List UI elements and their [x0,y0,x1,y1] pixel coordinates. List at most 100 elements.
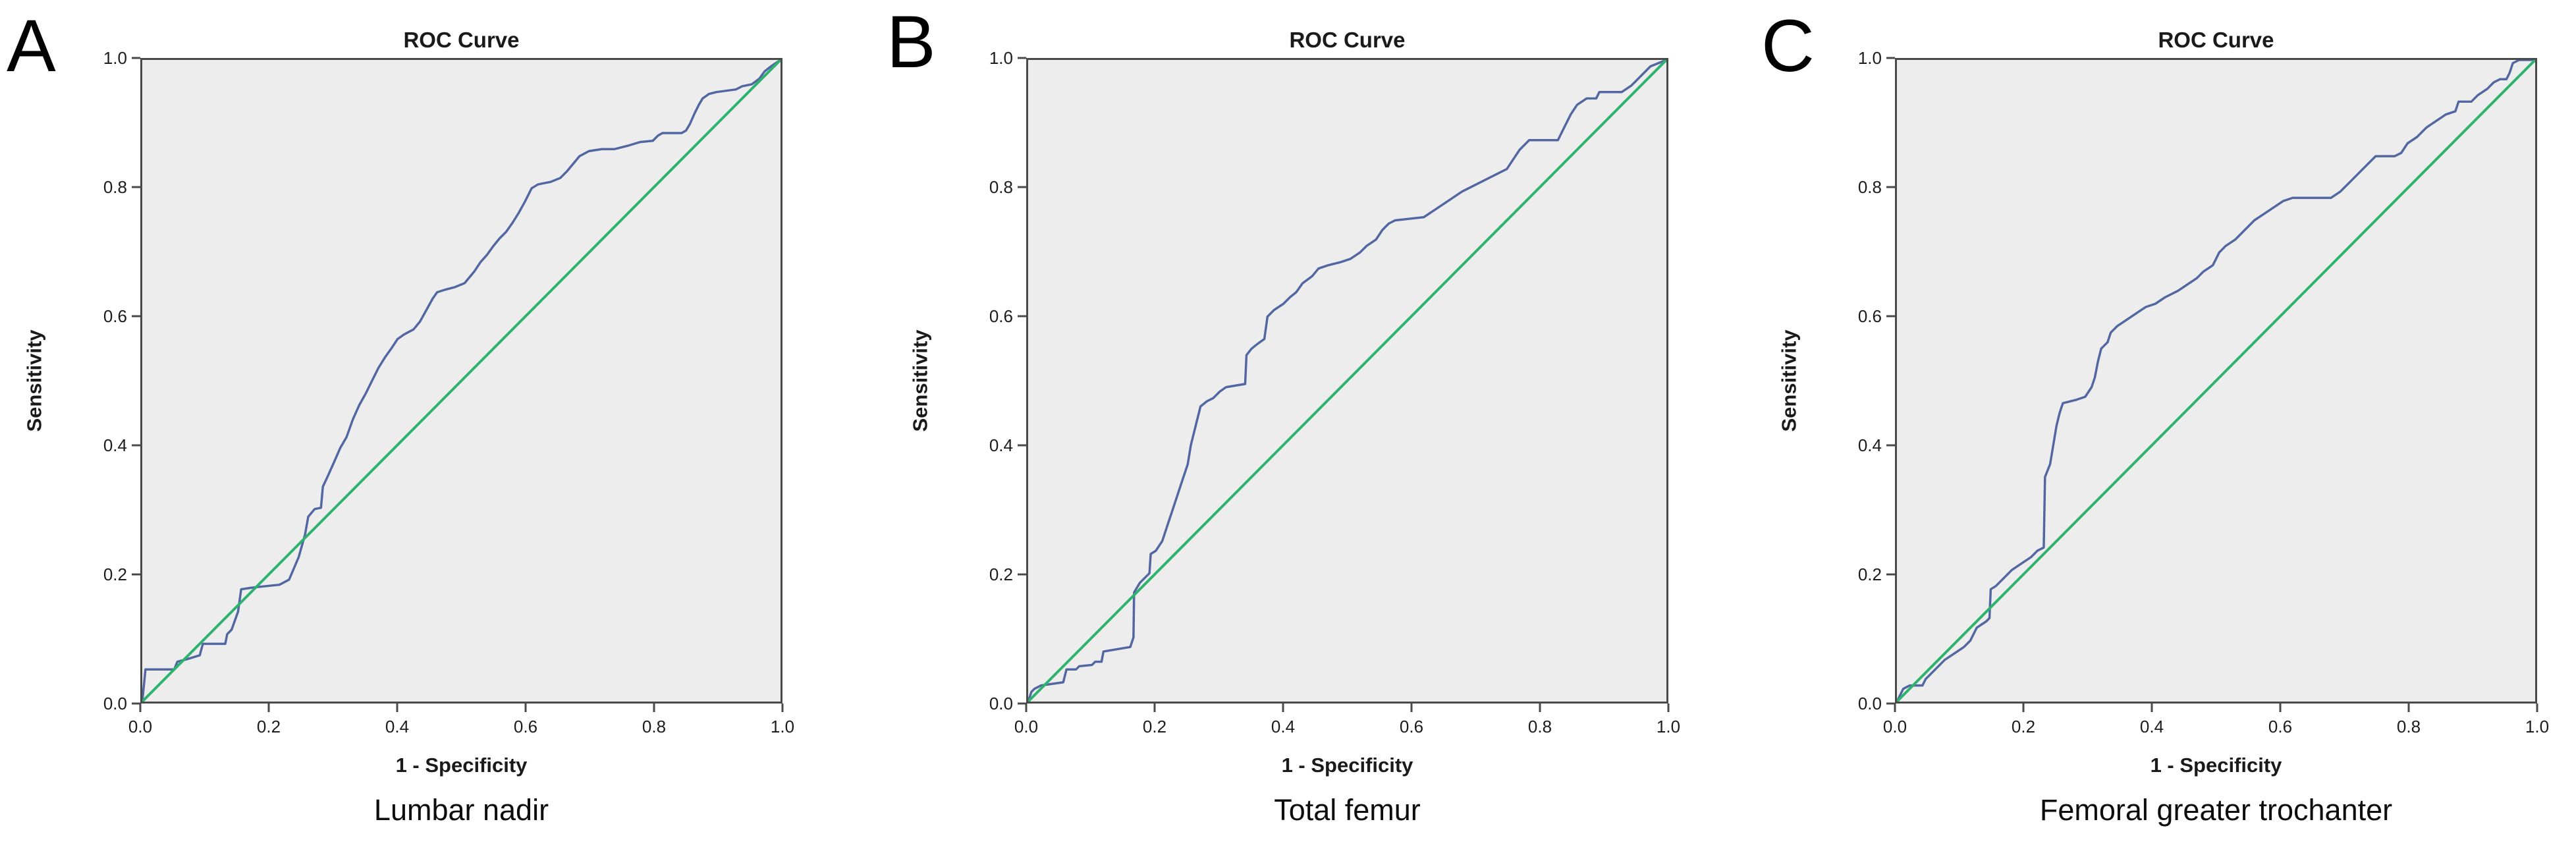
y-axis-tick [1018,444,1026,447]
x-tick-labels: 0.0 0.2 0.4 0.6 0.8 1.0 [1014,717,1680,739]
y-axis-tick [1886,186,1895,188]
chart-title: ROC Curve [1289,28,1406,52]
x-axis-ticks [1025,704,1670,713]
panel-c: C ROC Curve Sensitivity 0.0 0.2 0.4 0.6 0.8 1… [1719,0,2576,857]
x-tick-label: 0.4 [385,717,410,736]
x-axis-tick [1153,704,1156,712]
x-axis-ticks [1894,704,2538,713]
panel-letter-c: C [1761,5,1815,87]
x-tick-label: 0.8 [2396,717,2421,736]
x-axis-tick [2407,704,2410,712]
x-tick-label: 1.0 [1656,717,1681,736]
reference-line [1028,60,1666,702]
y-tick-label: 1.0 [1857,48,1882,68]
roc-chart-c: ROC Curve Sensitivity 0.0 0.2 0.4 0.6 0.8 1.0… [1778,28,2549,827]
x-tick-label: 0.0 [128,717,153,736]
roc-plot-a [140,58,782,704]
x-tick-label: 0.2 [256,717,281,736]
x-axis-tick [2279,704,2282,712]
x-axis-tick [781,704,784,712]
x-tick-label: 0.4 [2139,717,2164,736]
y-axis-tick [132,57,140,59]
x-axis-tick [1025,704,1028,712]
y-axis-tick [1018,186,1026,188]
x-axis-tick [1894,704,1896,712]
y-tick-label: 0.6 [1857,306,1882,326]
y-tick-labels: 0.0 0.2 0.4 0.6 0.8 1.0 [1820,48,1882,713]
x-axis-tick [2151,704,2153,712]
y-axis-tick [132,444,140,447]
panel-a: A ROC Curve Sensitivity 0.0 0.2 0.4 0.6 0.8 1… [0,0,856,857]
y-tick-label: 0.0 [103,694,127,713]
panel-caption: Lumbar nadir [373,793,549,827]
roc-plot-b [1026,58,1668,704]
reference-line [142,60,781,702]
y-axis-tick [1886,444,1895,447]
x-axis-ticks [139,704,784,713]
y-tick-label: 0.2 [103,565,127,584]
x-axis-tick [653,704,655,712]
y-axis-title-wrap: Sensitivity [906,58,935,704]
panel-letter-a: A [7,5,56,87]
y-axis-ticks [1018,57,1026,705]
y-axis-tick [132,573,140,576]
roc-plot-c [1895,58,2537,704]
x-axis-tick [139,704,142,712]
y-axis-tick [132,186,140,188]
y-axis-title: Sensitivity [23,329,46,432]
y-tick-label: 0.4 [989,435,1013,455]
x-axis-title: 1 - Specificity [395,754,528,777]
x-axis-tick [524,704,527,712]
y-axis-ticks [132,57,140,705]
x-tick-labels: 0.0 0.2 0.4 0.6 0.8 1.0 [1883,717,2549,739]
panel-b: B ROC Curve Sensitivity 0.0 0.2 0.4 0.6 0.8 1… [856,0,1719,857]
roc-curve [142,60,781,702]
y-axis-tick [1886,57,1895,59]
y-axis-tick [1018,702,1026,705]
y-axis-title-wrap: Sensitivity [1775,58,1804,704]
y-tick-label: 0.8 [1857,177,1882,197]
y-axis-title: Sensitivity [1778,329,1801,432]
x-tick-label: 0.0 [1882,717,1907,736]
panel-letter-b: B [887,1,936,83]
x-axis-title: 1 - Specificity [1281,754,1413,777]
y-tick-label: 0.4 [1857,435,1882,455]
x-tick-label: 0.2 [2011,717,2036,736]
y-axis-title-wrap: Sensitivity [20,58,49,704]
x-tick-label: 0.6 [2268,717,2293,736]
x-axis-tick [1539,704,1541,712]
x-axis-tick [2536,704,2538,712]
y-axis-tick [1886,315,1895,318]
y-tick-label: 0.8 [989,177,1013,197]
roc-chart-b: ROC Curve Sensitivity 0.0 0.2 0.4 0.6 0.8 1.0… [909,28,1680,827]
y-axis-tick [1018,57,1026,59]
x-axis-tick [2022,704,2025,712]
x-axis-tick [267,704,270,712]
panel-caption: Total femur [1274,793,1421,827]
y-tick-label: 0.0 [1857,694,1882,713]
y-tick-label: 1.0 [989,48,1013,68]
x-axis-tick [396,704,398,712]
chart-title: ROC Curve [2158,28,2274,52]
y-tick-label: 0.4 [103,435,127,455]
roc-curve [1028,60,1666,702]
x-tick-label: 0.0 [1014,717,1039,736]
y-axis-tick [1886,702,1895,705]
panel-caption: Femoral greater trochanter [2039,793,2393,827]
x-tick-label: 0.6 [1399,717,1424,736]
x-tick-label: 0.4 [1271,717,1296,736]
y-axis-tick [132,315,140,318]
x-tick-label: 0.2 [1142,717,1167,736]
chart-title: ROC Curve [403,28,520,52]
x-axis-title: 1 - Specificity [2150,754,2282,777]
y-tick-label: 0.2 [1857,565,1882,584]
y-tick-label: 0.2 [989,565,1013,584]
x-axis-tick [1410,704,1413,712]
y-tick-label: 0.6 [989,306,1013,326]
y-tick-label: 0.8 [103,177,127,197]
x-tick-label: 0.6 [513,717,538,736]
y-axis-tick [132,702,140,705]
y-tick-label: 1.0 [103,48,127,68]
y-tick-labels: 0.0 0.2 0.4 0.6 0.8 1.0 [65,48,127,713]
